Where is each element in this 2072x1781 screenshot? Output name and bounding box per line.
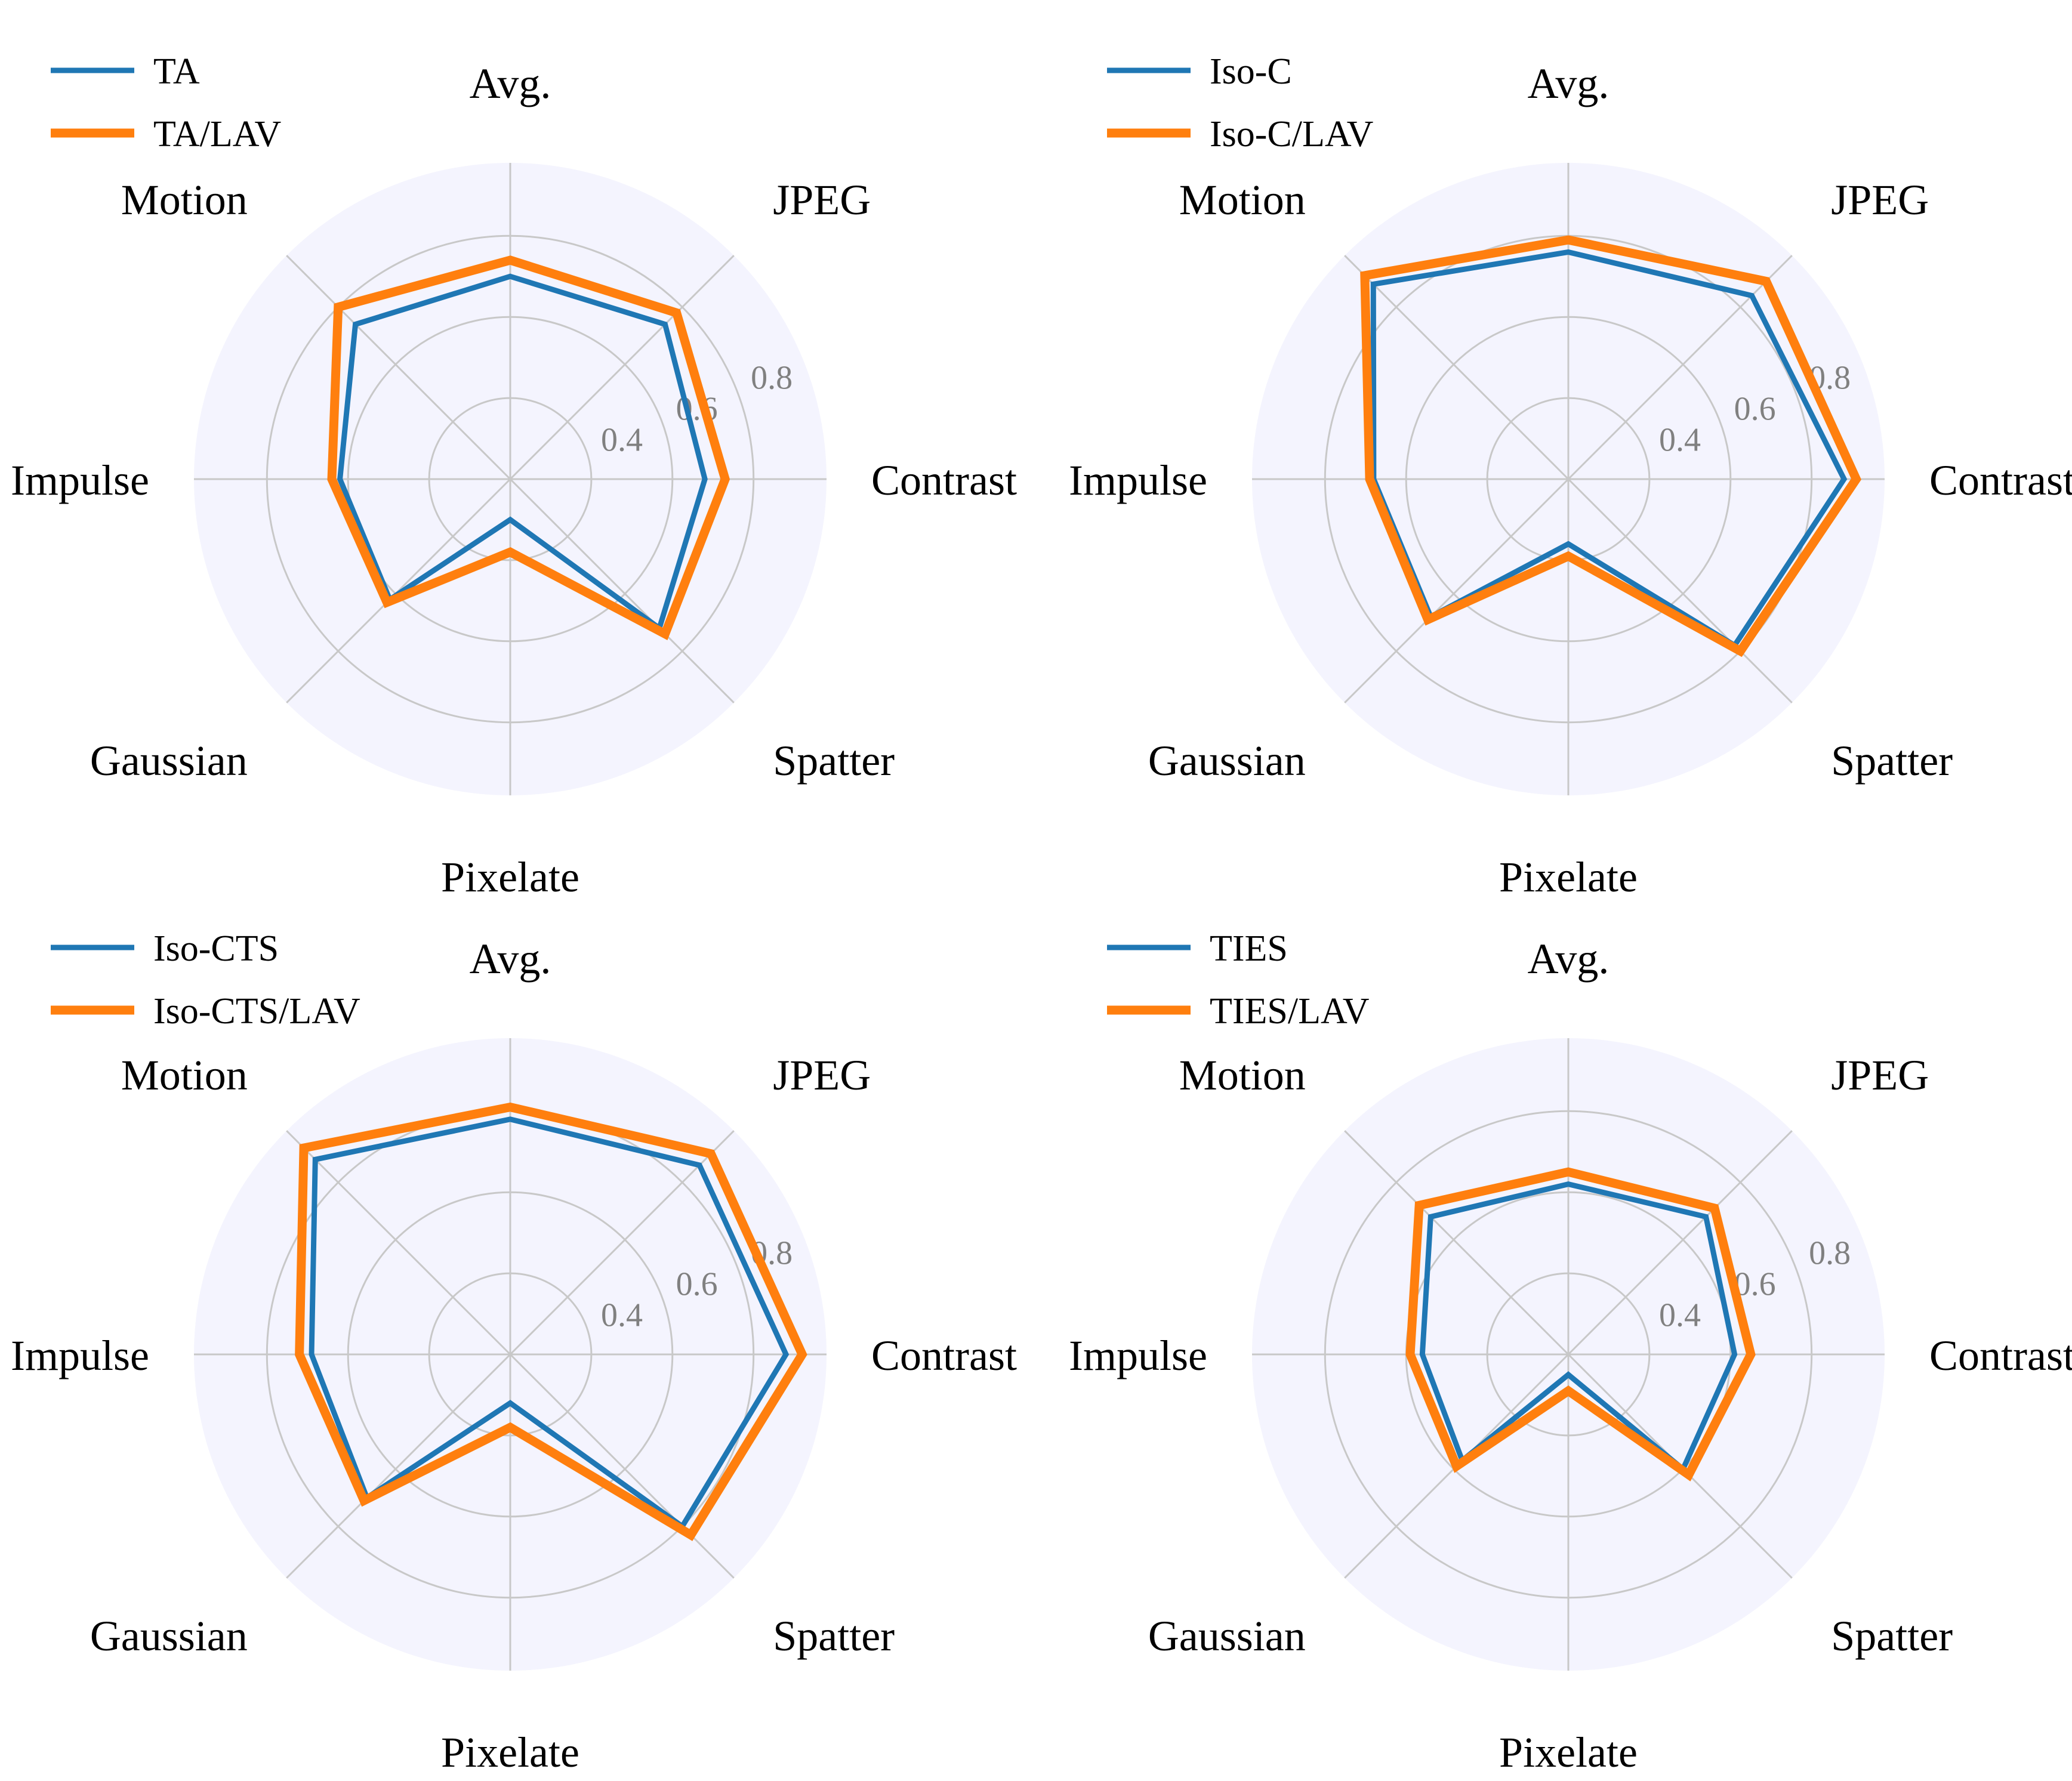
spoke-gridline [1344,1130,1570,1356]
series-line-base [337,273,708,633]
ring-gridline [347,316,674,643]
series-line-base [309,1116,790,1530]
category-label: JPEG [1831,176,1929,224]
spoke-gridline [509,1130,735,1356]
series-line-lav [295,1102,807,1541]
category-label: Motion [1179,1051,1306,1099]
category-label: Contrast [871,456,1017,504]
legend-label: TIES [1210,928,1288,969]
ring-gridline [1486,1272,1651,1437]
category-label: Impulse [11,1332,149,1379]
category-label: Pixelate [441,1728,579,1776]
series-line-lav [1360,235,1861,658]
category-label: Impulse [1069,1332,1207,1379]
spoke-gridline [1567,255,1793,480]
legend-label: Iso-C [1210,51,1292,92]
series-line-base [1419,1181,1738,1474]
radial-tick-label: 0.8 [1809,1234,1851,1271]
category-label: Pixelate [1499,853,1638,901]
category-label: Motion [121,1051,248,1099]
category-label: Gaussian [1148,1612,1306,1660]
spoke-gridline [286,1130,511,1356]
radial-tick-label: 0.6 [676,1265,718,1302]
category-label: Gaussian [90,737,248,785]
ring-gridline [1324,1110,1813,1599]
category-label: JPEG [1831,1051,1929,1099]
category-label: Contrast [1929,1332,2072,1379]
category-label: Spatter [1831,737,1953,785]
spoke-gridline [1567,1130,1793,1356]
radial-tick-label: 0.6 [1734,390,1776,427]
category-label: Impulse [11,456,149,504]
category-label: Impulse [1069,456,1207,504]
category-label: JPEG [773,176,871,224]
spoke-gridline [286,1353,511,1579]
category-label: JPEG [773,1051,871,1099]
legend-label: TIES/LAV [1210,991,1370,1032]
category-label: Contrast [1929,456,2072,504]
radial-tick-label: 0.4 [1659,421,1701,458]
series-line-lav [327,255,730,641]
category-label: Spatter [773,1612,895,1660]
ring-gridline [266,234,755,724]
series-line-base [1370,249,1848,649]
legend-label: TA/LAV [153,114,282,155]
category-label: Gaussian [1148,737,1306,785]
radar-panel-2: 0.40.60.8Avg.JPEGContrastSpatterPixelate… [1069,51,2072,901]
legend-label: TA [153,51,200,92]
radar-panel-1: 0.40.60.8Avg.JPEGContrastSpatterPixelate… [11,51,1017,901]
spoke-gridline [1567,478,1793,703]
radial-tick-label: 0.4 [601,421,643,458]
spoke-gridline [286,255,511,480]
radar-panel-3: 0.40.60.8Avg.JPEGContrastSpatterPixelate… [11,928,1017,1776]
category-label: Motion [1179,176,1306,224]
category-label: Avg. [1528,935,1610,983]
series-line-lav [1405,1167,1756,1481]
spoke-gridline [509,255,735,480]
ring-gridline [428,397,593,561]
legend-label: Iso-C/LAV [1210,114,1374,155]
spoke-gridline [1344,478,1570,703]
radial-tick-label: 0.4 [601,1297,643,1334]
spoke-gridline [509,1353,735,1579]
category-label: Pixelate [441,853,579,901]
legend-label: Iso-CTS [153,928,279,969]
category-label: Gaussian [90,1612,248,1660]
category-label: Avg. [470,60,551,107]
spoke-gridline [509,478,735,703]
radial-tick-label: 0.8 [751,359,793,396]
radar-panel-4: 0.40.60.8Avg.JPEGContrastSpatterPixelate… [1069,928,2072,1776]
category-label: Spatter [1831,1612,1953,1660]
category-label: Contrast [871,1332,1017,1379]
legend-label: Iso-CTS/LAV [153,991,360,1032]
category-label: Avg. [1528,60,1610,107]
radial-tick-label: 0.4 [1659,1297,1701,1334]
category-label: Avg. [470,935,551,983]
ring-gridline [1405,316,1732,643]
category-label: Motion [121,176,248,224]
ring-gridline [428,1272,593,1437]
ring-gridline [347,1191,674,1518]
category-label: Pixelate [1499,1728,1638,1776]
spoke-gridline [1344,255,1570,480]
category-label: Spatter [773,737,895,785]
